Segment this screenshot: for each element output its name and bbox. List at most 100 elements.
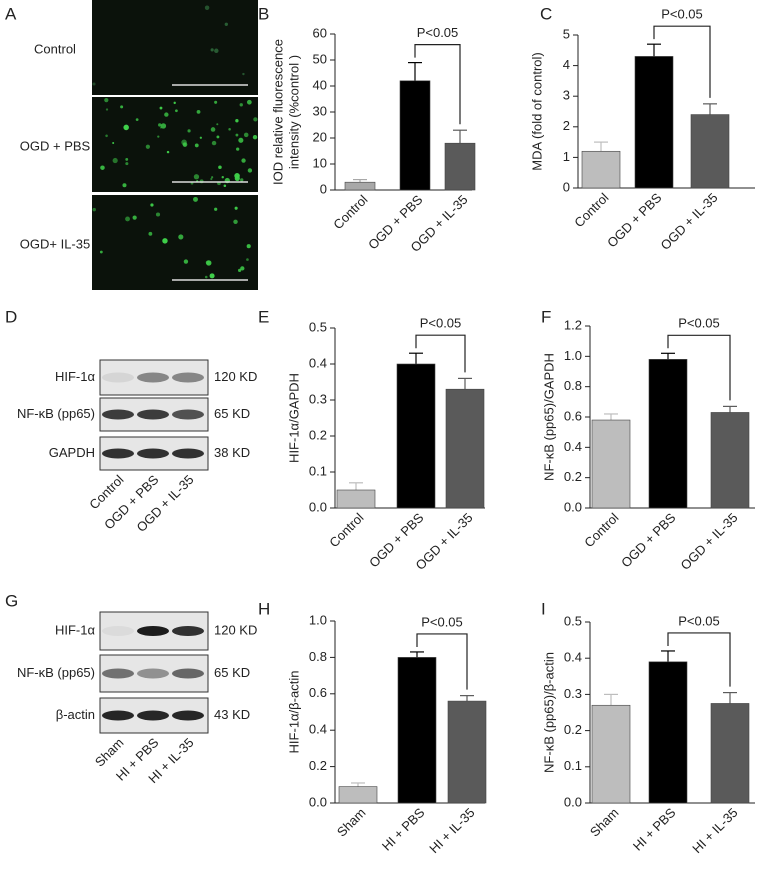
- cell-dot: [214, 100, 218, 104]
- cell-dot: [218, 165, 222, 170]
- y-tick-label: 0.3: [309, 391, 327, 406]
- y-tick-label: 0: [320, 181, 327, 196]
- cell-dot: [211, 140, 217, 146]
- cell-dot: [216, 135, 220, 139]
- y-tick-label: 0.4: [309, 355, 327, 370]
- y-tick-label: 0.4: [564, 439, 582, 454]
- cell-dot: [210, 127, 216, 132]
- y-tick-label: 0.1: [309, 463, 327, 478]
- cell-dot: [112, 142, 115, 145]
- cell-dot: [233, 219, 238, 225]
- y-tick-label: 0.5: [564, 613, 582, 628]
- annotation: P<0.05: [421, 614, 463, 629]
- cell-dot: [175, 109, 178, 113]
- x-tick-label: OGD + IL-35: [658, 190, 721, 253]
- bar: [336, 489, 376, 509]
- cell-dot: [160, 123, 167, 129]
- size-label: 120 KD: [214, 369, 257, 384]
- y-axis-label: intensity (%control ): [286, 55, 301, 169]
- y-tick-label: 0.6: [309, 685, 327, 700]
- cell-dot: [187, 129, 191, 133]
- annotation: P<0.05: [420, 316, 462, 331]
- x-tick-label: Control: [581, 510, 621, 550]
- cell-dot: [234, 206, 238, 210]
- y-tick-label: 1: [563, 149, 570, 164]
- y-tick-label: 0.0: [309, 499, 327, 514]
- bar: [581, 150, 621, 189]
- cell-dot: [120, 105, 124, 109]
- bar: [338, 786, 378, 804]
- y-tick-label: 10: [313, 155, 327, 170]
- cell-dot: [239, 103, 243, 107]
- bar: [591, 704, 631, 804]
- row-label: Control: [34, 41, 76, 56]
- panel-letter: A: [5, 4, 17, 23]
- bar: [634, 56, 674, 189]
- micrograph: [92, 97, 258, 192]
- bar: [648, 661, 688, 804]
- cell-dot: [247, 168, 253, 173]
- significance-bracket: [415, 334, 466, 373]
- x-tick-label: Control: [326, 510, 366, 550]
- y-tick-label: 0.4: [564, 650, 582, 665]
- cell-dot: [92, 82, 96, 86]
- x-tick-label: HI + IL-35: [426, 805, 477, 856]
- y-tick-label: 0.0: [564, 499, 582, 514]
- cell-dot: [164, 112, 169, 117]
- bar: [444, 142, 476, 191]
- cell-dot: [224, 22, 228, 26]
- y-tick-label: 4: [563, 57, 570, 72]
- cell-dot: [246, 258, 249, 261]
- annotation: P<0.05: [678, 613, 720, 628]
- blot-band: [137, 372, 169, 383]
- blot-band: [172, 668, 204, 679]
- x-tick-label: Sham: [587, 805, 622, 840]
- y-tick-label: 0.8: [564, 378, 582, 393]
- cell-dot: [105, 108, 109, 111]
- cell-dot: [132, 215, 137, 220]
- y-tick-label: 0.2: [564, 722, 582, 737]
- cell-dot: [210, 48, 214, 52]
- y-axis-label: NF-κB (pp65)/β-actin: [541, 652, 556, 773]
- panel-letter: I: [541, 599, 546, 618]
- y-axis-label: HIF-1α/β-actin: [286, 671, 301, 754]
- size-label: 120 KD: [214, 622, 257, 637]
- cell-dot: [238, 268, 242, 272]
- cell-dot: [246, 244, 251, 249]
- blot-band: [102, 710, 134, 721]
- cell-dot: [214, 48, 219, 54]
- cell-dot: [196, 110, 201, 114]
- micrograph: [92, 0, 258, 95]
- y-tick-label: 0.5: [309, 319, 327, 334]
- significance-bracket: [653, 25, 711, 98]
- protein-label: HIF-1α: [55, 369, 96, 384]
- cell-dot: [157, 135, 160, 138]
- blot-band: [102, 372, 134, 383]
- y-tick-label: 0: [563, 179, 570, 194]
- y-tick-label: 0.0: [309, 794, 327, 809]
- protein-label: NF-κB (pp65): [17, 406, 95, 421]
- protein-label: β-actin: [56, 707, 95, 722]
- cell-dot: [194, 143, 199, 148]
- y-tick-label: 30: [313, 103, 327, 118]
- blot-band: [172, 448, 204, 459]
- y-tick-label: 20: [313, 129, 327, 144]
- cell-dot: [135, 118, 139, 121]
- row-label: OGD + PBS: [20, 138, 91, 153]
- cell-dot: [158, 123, 162, 127]
- y-axis-label: MDA (fold of control): [529, 52, 544, 171]
- cell-dot: [221, 176, 224, 179]
- cell-dot: [173, 101, 176, 105]
- bar: [396, 363, 436, 509]
- y-tick-label: 0.8: [309, 649, 327, 664]
- x-tick-label: Control: [571, 190, 611, 230]
- cell-dot: [105, 134, 108, 138]
- size-label: 65 KD: [214, 406, 250, 421]
- panel-letter: H: [258, 599, 270, 618]
- y-tick-label: 0.6: [564, 408, 582, 423]
- panel-letter: G: [5, 591, 18, 610]
- blot-frame: [99, 359, 209, 396]
- row-label: OGD+ IL-35: [20, 236, 90, 251]
- y-tick-label: 0.2: [309, 758, 327, 773]
- cell-dot: [253, 117, 258, 122]
